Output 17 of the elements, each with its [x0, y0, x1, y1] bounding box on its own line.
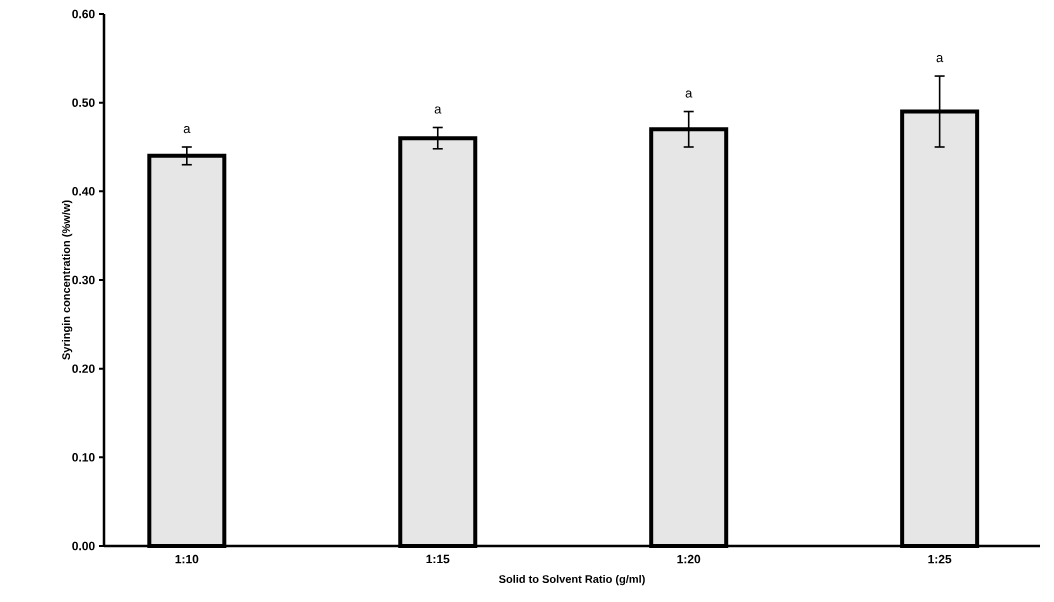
- annotation: a: [434, 106, 442, 114]
- y-tick-label: 0.00: [72, 541, 95, 551]
- y-axis-title: Syringin concentration (%w/w): [61, 200, 73, 360]
- x-tick-label: 1:10: [175, 554, 199, 564]
- x-tick-label: 1:20: [677, 554, 701, 564]
- annotation: a: [685, 90, 693, 98]
- y-tick-label: 0.40: [72, 187, 95, 196]
- annotation: a: [183, 126, 191, 134]
- y-tick-label: 0.10: [72, 453, 95, 462]
- y-tick-label: 0.60: [72, 9, 95, 19]
- x-tick-label: 1:15: [426, 554, 450, 564]
- x-tick-label: 1:25: [928, 554, 952, 564]
- y-tick-label: 0.20: [72, 364, 95, 373]
- y-tick-label: 0.30: [72, 275, 95, 285]
- annotation: a: [936, 55, 944, 63]
- y-tick-label: 0.50: [72, 98, 95, 107]
- x-axis-title: Solid to Solvent Ratio (g/ml): [498, 574, 645, 586]
